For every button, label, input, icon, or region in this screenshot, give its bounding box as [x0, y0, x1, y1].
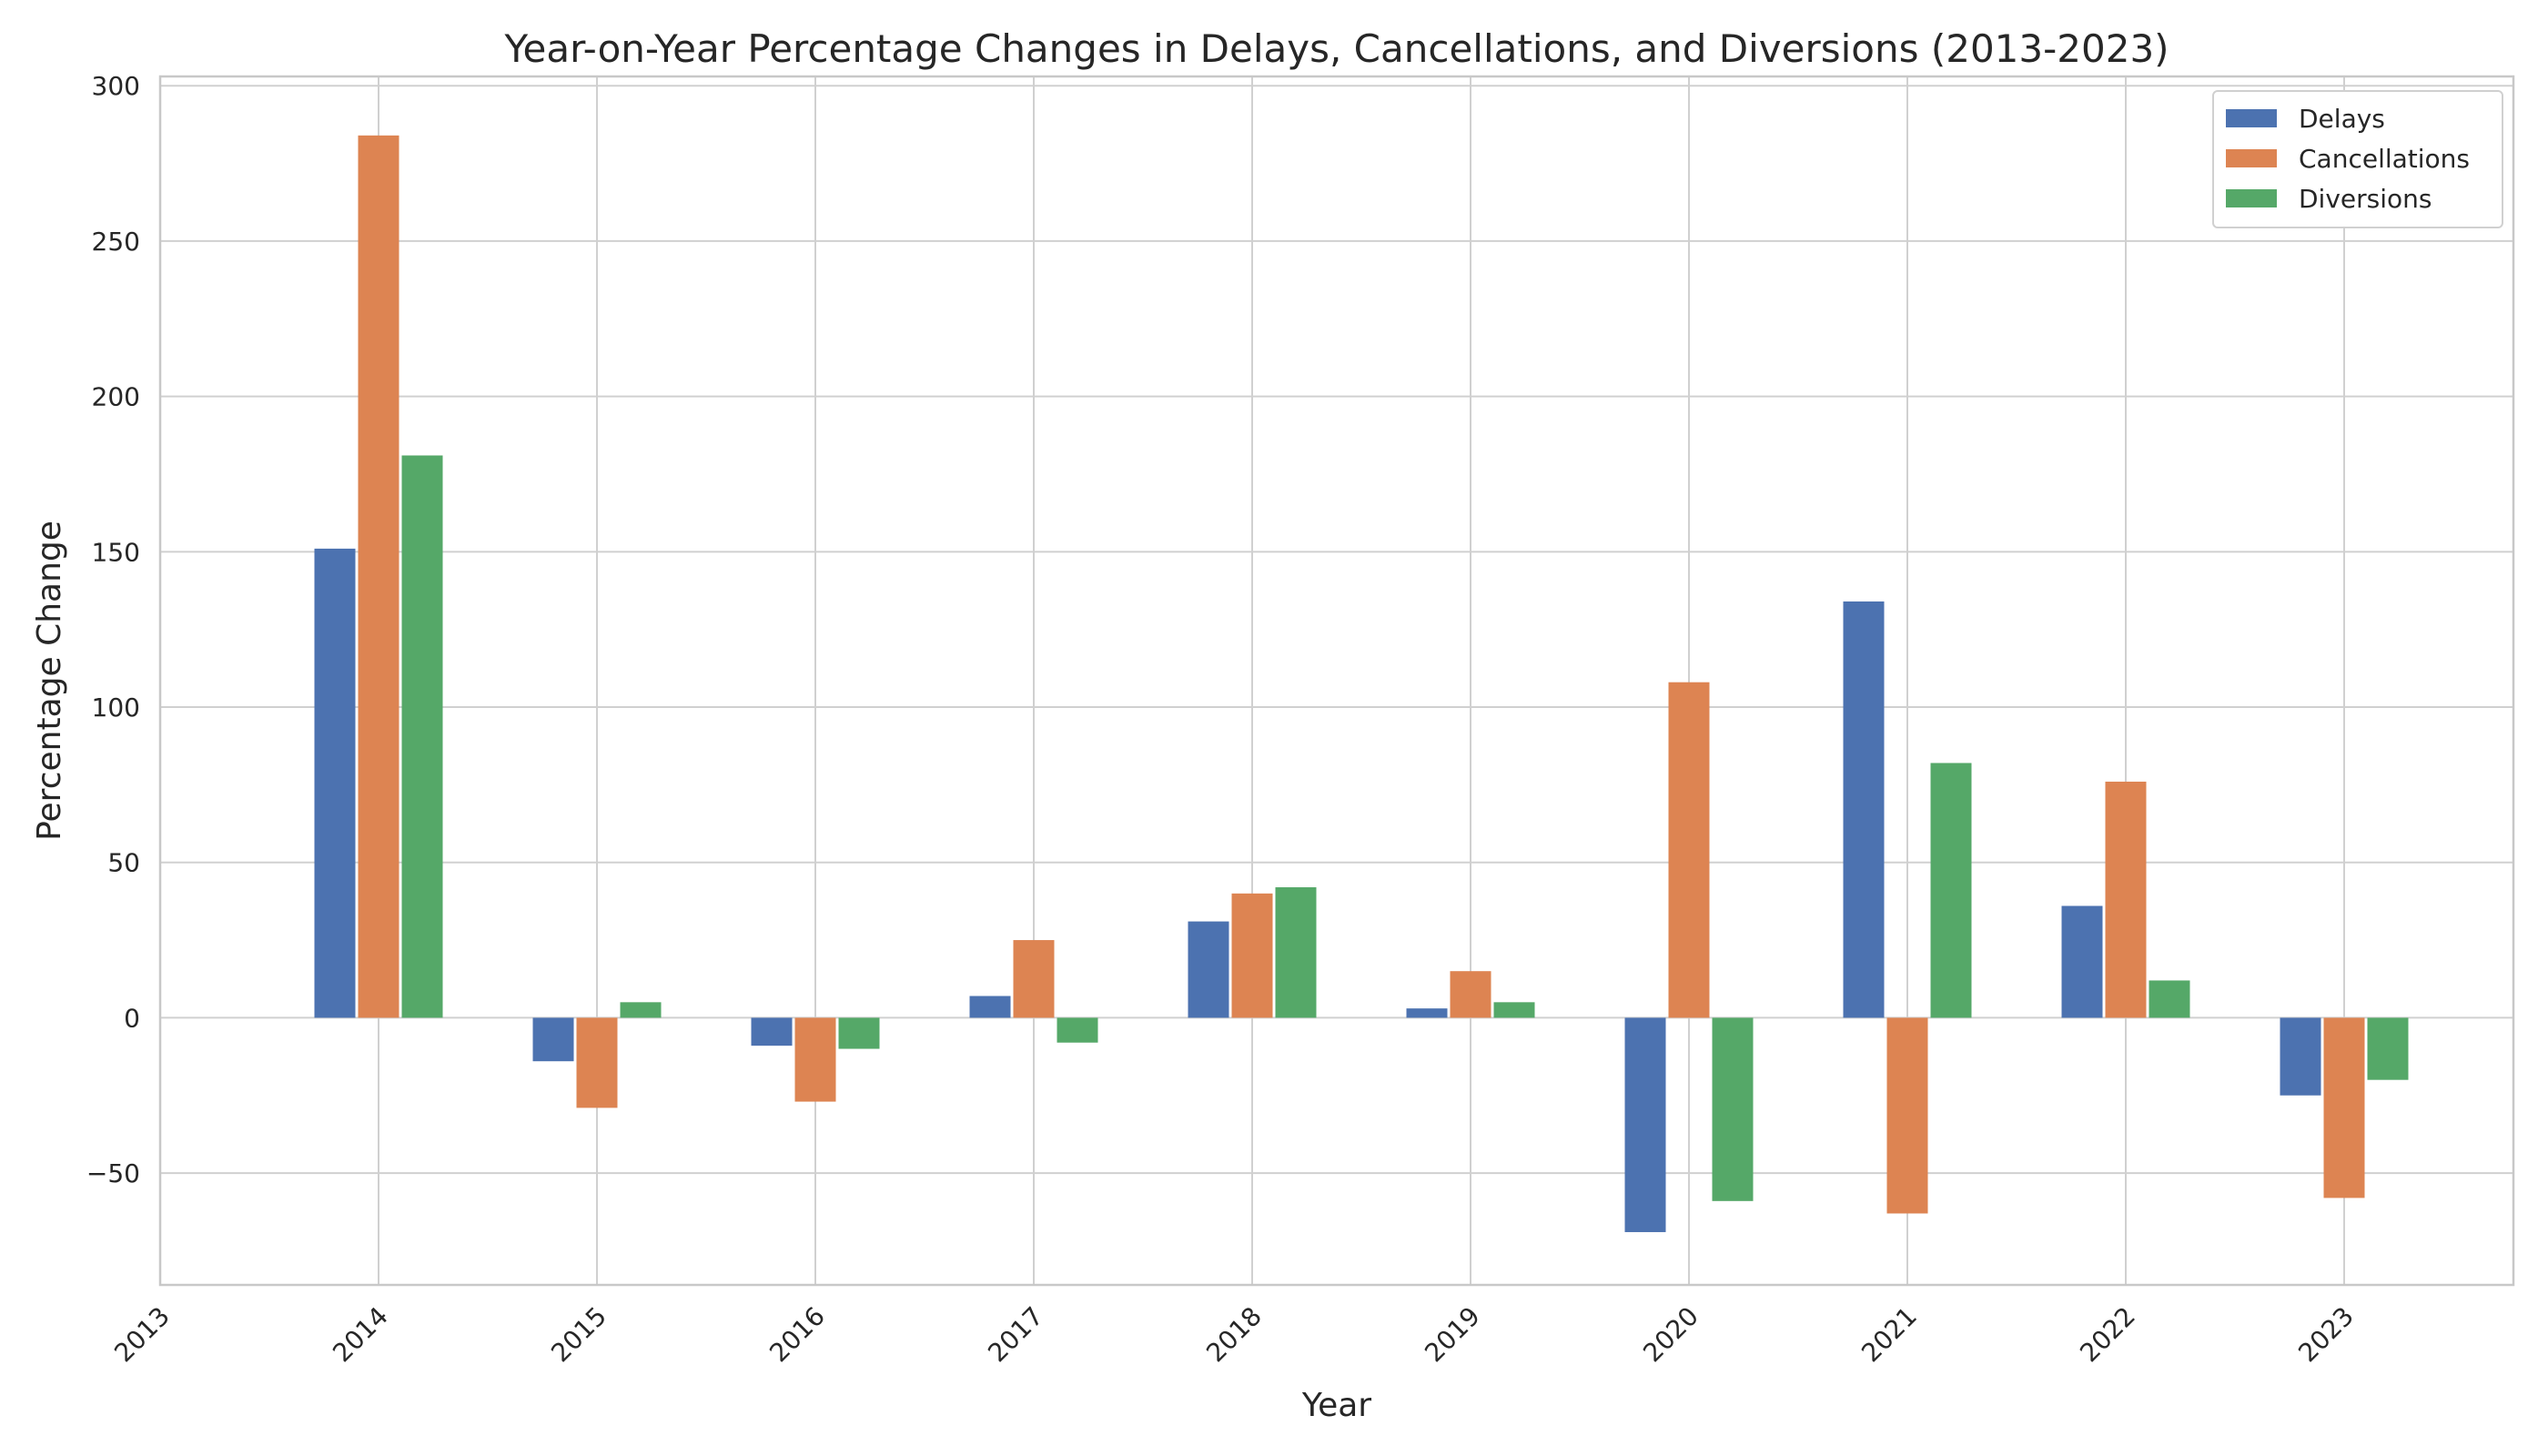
x-tick-label: 2021 [1855, 1301, 1923, 1369]
bar-delays-2018 [1188, 921, 1229, 1018]
bar-diversions-2014 [401, 455, 443, 1018]
y-tick-labels: −50 0 50 100 150 200 250 300 [86, 71, 140, 1188]
bar-cancellations-2019 [1450, 971, 1491, 1018]
bar-diversions-2015 [620, 1002, 662, 1018]
bar-delays-2022 [2061, 905, 2103, 1018]
bar-cancellations-2018 [1231, 893, 1273, 1018]
x-tick-label: 2018 [1200, 1301, 1268, 1369]
bar-cancellations-2015 [576, 1017, 618, 1108]
bar-delays-2021 [1843, 601, 1885, 1018]
bar-diversions-2018 [1275, 887, 1317, 1018]
bar-diversions-2022 [2149, 980, 2190, 1018]
bar-delays-2019 [1406, 1008, 1448, 1018]
bar-diversions-2021 [1930, 763, 1972, 1018]
y-tick-label: −50 [86, 1158, 140, 1188]
bar-cancellations-2022 [2105, 781, 2147, 1018]
y-tick-label: 250 [92, 227, 140, 257]
bar-diversions-2020 [1712, 1017, 1754, 1201]
bar-delays-2020 [1624, 1017, 1666, 1232]
legend-swatch-delays [2226, 109, 2277, 127]
grid-layer [159, 76, 2513, 1285]
x-tick-label: 2016 [763, 1301, 831, 1369]
chart-title: Year-on-Year Percentage Changes in Delay… [503, 26, 2169, 71]
bar-cancellations-2023 [2323, 1017, 2365, 1198]
bar-cancellations-2016 [794, 1017, 836, 1102]
bar-cancellations-2014 [358, 135, 399, 1018]
bar-delays-2014 [314, 548, 356, 1018]
bar-diversions-2023 [2367, 1017, 2409, 1080]
x-tick-label: 2017 [982, 1301, 1049, 1369]
y-tick-label: 300 [92, 71, 140, 101]
x-tick-labels: 2013 2014 2015 2016 2017 2018 2019 2020 2021 2022… [108, 1301, 2360, 1369]
bar-delays-2015 [532, 1017, 574, 1062]
x-tick-label: 2023 [2292, 1301, 2360, 1369]
x-tick-label: 2020 [1637, 1301, 1704, 1369]
plot-area-border [158, 75, 2515, 1287]
bar-cancellations-2020 [1668, 682, 1710, 1018]
x-tick-label: 2015 [545, 1301, 612, 1369]
y-tick-label: 150 [92, 537, 140, 567]
y-tick-label: 100 [92, 693, 140, 723]
legend-label-diversions: Diversions [2299, 184, 2432, 214]
legend-label-delays: Delays [2299, 104, 2385, 134]
bar-cancellations-2021 [1886, 1017, 1928, 1214]
bar-diversions-2019 [1493, 1002, 1535, 1018]
y-tick-label: 50 [107, 848, 140, 878]
legend-box [2212, 90, 2503, 228]
legend-swatch-diversions [2226, 189, 2277, 207]
bars-layer [314, 135, 2409, 1232]
y-axis-label: Percentage Change [31, 521, 68, 841]
bar-delays-2023 [2280, 1017, 2321, 1096]
x-axis-label: Year [1301, 1387, 1371, 1424]
legend-label-cancellations: Cancellations [2299, 144, 2470, 174]
legend: Delays Cancellations Diversions [2212, 90, 2503, 228]
bar-delays-2017 [969, 996, 1011, 1018]
bar-diversions-2016 [838, 1017, 880, 1049]
bar-diversions-2017 [1057, 1017, 1098, 1043]
legend-swatch-cancellations [2226, 149, 2277, 167]
y-tick-label: 200 [92, 382, 140, 412]
x-tick-label: 2014 [327, 1301, 394, 1369]
x-tick-label: 2013 [108, 1301, 176, 1369]
y-tick-label: 0 [124, 1003, 140, 1033]
bar-delays-2016 [751, 1017, 793, 1046]
x-tick-label: 2022 [2074, 1301, 2141, 1369]
x-tick-label: 2019 [1419, 1301, 1486, 1369]
bar-cancellations-2017 [1013, 940, 1055, 1018]
